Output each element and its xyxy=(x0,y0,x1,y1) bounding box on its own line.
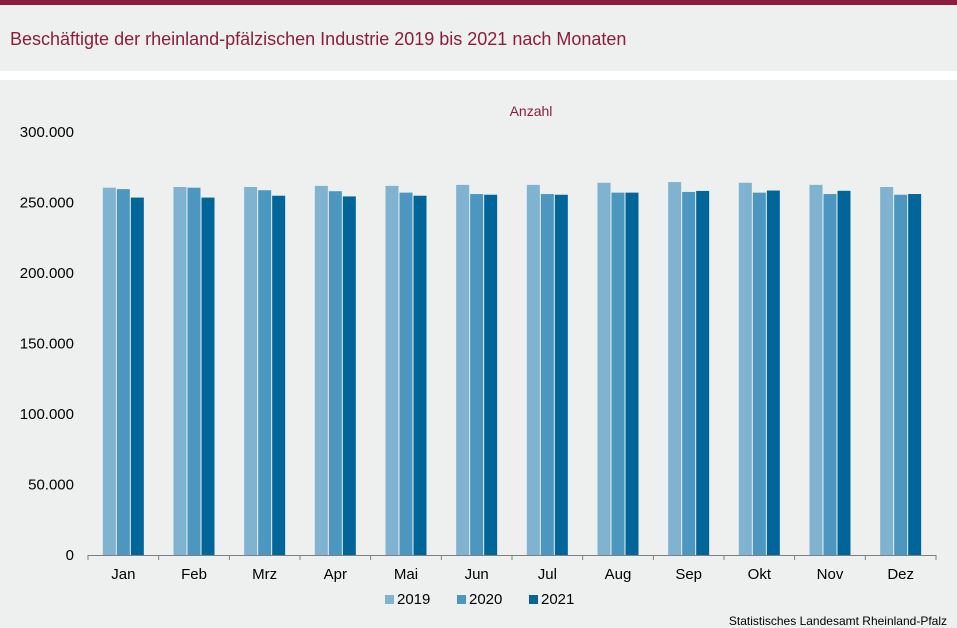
x-tick-label-apr: Apr xyxy=(324,566,347,583)
x-tick-label-feb: Feb xyxy=(181,566,207,583)
x-tick-label-mai: Mai xyxy=(394,566,418,583)
bar-2021-nov xyxy=(837,190,851,555)
y-tick-label: 250.000 xyxy=(20,195,74,212)
x-tick-label-sep: Sep xyxy=(675,566,702,583)
bar-2019-nov xyxy=(809,184,823,555)
x-tick-label-mrz: Mrz xyxy=(252,566,277,583)
source-note: Statistisches Landesamt Rheinland-Pfalz xyxy=(728,614,947,628)
legend-swatch-2019 xyxy=(385,595,394,604)
y-tick-label: 200.000 xyxy=(20,265,74,282)
bar-2021-sep xyxy=(696,190,710,556)
bar-2019-apr xyxy=(314,185,328,555)
bar-2019-aug xyxy=(597,182,611,555)
separator xyxy=(0,71,957,80)
x-tick-label-jul: Jul xyxy=(538,566,557,583)
bar-2020-aug xyxy=(611,192,625,555)
chart-area: Anzahl 0 50.000 100.000 150.000 200.000 250.00… xyxy=(0,80,957,628)
legend-swatch-2021 xyxy=(529,595,538,604)
bar-2021-jun xyxy=(484,194,498,555)
legend-label-2021: 2021 xyxy=(541,591,574,608)
bar-2020-okt xyxy=(752,192,766,555)
x-tick-label-dez: Dez xyxy=(887,566,914,583)
bar-2019-mrz xyxy=(244,186,258,555)
bar-2021-feb xyxy=(201,197,215,555)
bar-2020-feb xyxy=(187,187,201,555)
bar-2020-jun xyxy=(470,194,484,555)
bar-2019-sep xyxy=(668,182,682,555)
y-tick-label: 0 xyxy=(66,547,74,564)
bar-2019-feb xyxy=(173,186,187,555)
bar-2021-dez xyxy=(908,194,922,555)
bar-2020-mai xyxy=(399,192,413,555)
legend-label-2019: 2019 xyxy=(397,591,430,608)
bar-2021-jul xyxy=(554,194,568,555)
bar-2020-jan xyxy=(116,189,130,555)
bar-2020-nov xyxy=(823,194,837,555)
x-tick-label-jan: Jan xyxy=(111,566,135,583)
legend-swatch-2020 xyxy=(457,595,466,604)
y-tick-label: 100.000 xyxy=(20,406,74,423)
bar-2021-apr xyxy=(342,196,356,555)
x-tick-label-aug: Aug xyxy=(605,566,632,583)
title-band: Beschäftigte der rheinland-pfälzischen I… xyxy=(0,5,957,71)
bar-2019-okt xyxy=(738,182,752,555)
bar-2021-aug xyxy=(625,192,639,555)
y-tick-label: 300.000 xyxy=(20,124,74,141)
top-accent-bar xyxy=(0,0,957,5)
x-tick-label-nov: Nov xyxy=(817,566,844,583)
bar-2020-apr xyxy=(328,191,342,555)
bar-2021-jan xyxy=(130,197,144,555)
bar-2020-dez xyxy=(894,194,908,555)
y-axis-unit-label: Anzahl xyxy=(510,103,553,119)
y-tick-label: 50.000 xyxy=(28,477,74,494)
bar-2021-okt xyxy=(766,190,780,555)
y-tick-label: 150.000 xyxy=(20,336,74,353)
bar-2019-jan xyxy=(102,187,116,555)
bar-2020-mrz xyxy=(258,190,272,555)
x-tick-label-jun: Jun xyxy=(465,566,489,583)
bar-chart: Anzahl 0 50.000 100.000 150.000 200.000 250.00… xyxy=(20,103,937,608)
bar-2019-jul xyxy=(526,184,540,555)
legend-label-2020: 2020 xyxy=(469,591,502,608)
bar-2019-mai xyxy=(385,185,399,555)
chart-title: Beschäftigte der rheinland-pfälzischen I… xyxy=(10,29,627,49)
bar-2019-dez xyxy=(880,186,894,555)
bar-2021-mai xyxy=(413,195,427,555)
bar-2020-sep xyxy=(682,191,696,556)
bar-2019-jun xyxy=(456,184,470,555)
bar-2021-mrz xyxy=(272,195,286,555)
bar-2020-jul xyxy=(540,194,554,555)
x-tick-label-okt: Okt xyxy=(748,566,772,583)
